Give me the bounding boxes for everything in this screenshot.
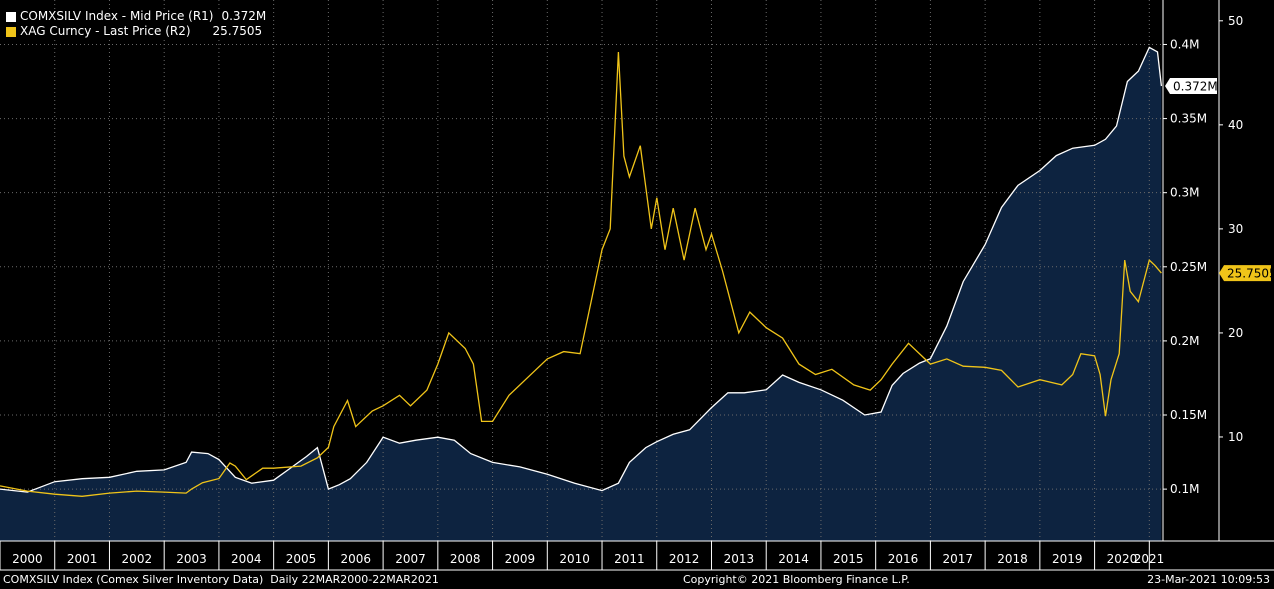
- silver-inventory-area: [0, 47, 1162, 542]
- silver-inventory-last-value-tag: [1165, 77, 1217, 94]
- r2-tick-label-2: 30: [1228, 222, 1243, 236]
- legend-item-silver-inventory: COMXSILV Index - Mid Price (R1) 0.372M: [6, 9, 266, 24]
- x-tick-label-13: 2013: [724, 552, 755, 566]
- x-tick-label-11: 2011: [614, 552, 645, 566]
- r1-tick-label-6: 0.4M: [1170, 37, 1199, 51]
- x-tick-label-15: 2015: [833, 552, 864, 566]
- x-tick-label-4: 2004: [231, 552, 262, 566]
- legend-label-silver-price: XAG Curncy - Last Price (R2): [20, 24, 191, 38]
- r1-tick-label-3: 0.25M: [1170, 260, 1207, 274]
- x-tick-label-0: 2000: [12, 552, 43, 566]
- r1-tick-label-0: 0.1M: [1170, 482, 1199, 496]
- r2-tick-label-1: 20: [1228, 326, 1243, 340]
- legend-swatch-silver-price: [6, 26, 16, 37]
- footer-timestamp: 23-Mar-2021 10:09:53: [1147, 573, 1270, 586]
- silver-inventory-line: [0, 46, 1163, 493]
- x-tick-label-18: 2018: [997, 552, 1028, 566]
- x-tick-label-9: 2009: [505, 552, 536, 566]
- x-tick-label-8: 2008: [450, 552, 481, 566]
- x-tick-label-7: 2007: [395, 552, 426, 566]
- x-tick-label-14: 2014: [778, 552, 809, 566]
- r1-tick-label-2: 0.2M: [1170, 334, 1199, 348]
- x-tick-label-2: 2002: [122, 552, 153, 566]
- x-tick-label-17: 2017: [942, 552, 973, 566]
- series-layer: [0, 46, 1163, 497]
- silver-price-line: [0, 51, 1162, 497]
- r2-tick-label-4: 50: [1228, 14, 1243, 28]
- x-tick-label-16: 2016: [888, 552, 919, 566]
- x-tick-label-21: 2021: [1134, 552, 1165, 566]
- r2-tick-label-0: 10: [1228, 430, 1243, 444]
- x-tick-label-3: 2003: [176, 552, 207, 566]
- silver-price-last-value-tag: [1219, 265, 1271, 282]
- legend-value-silver-inventory: 0.372M: [221, 9, 267, 23]
- x-tick-label-1: 2001: [67, 552, 98, 566]
- x-tick-label-6: 2006: [340, 552, 371, 566]
- x-tick-label-5: 2005: [286, 552, 317, 566]
- x-tick-label-20: 2020: [1107, 552, 1138, 566]
- r1-tick-label-5: 0.35M: [1170, 112, 1207, 126]
- silver-inventory-last-value-tag-label: 0.372M: [1173, 79, 1218, 93]
- legend-value-silver-price: 25.7505: [212, 24, 263, 38]
- legend-item-silver-price: XAG Curncy - Last Price (R2) 25.7505: [6, 24, 266, 39]
- plot-area: [0, 47, 1162, 542]
- r1-tick-label-4: 0.3M: [1170, 186, 1199, 200]
- legend-label-silver-inventory: COMXSILV Index - Mid Price (R1): [20, 9, 214, 23]
- r2-tick-label-3: 40: [1228, 118, 1243, 132]
- x-tick-label-12: 2012: [669, 552, 700, 566]
- footer-copyright: Copyright© 2021 Bloomberg Finance L.P.: [683, 573, 910, 586]
- r1-tick-label-1: 0.15M: [1170, 408, 1207, 422]
- x-tick-label-19: 2019: [1052, 552, 1083, 566]
- x-tick-label-10: 2010: [559, 552, 590, 566]
- footer-source: COMXSILV Index (Comex Silver Inventory D…: [3, 573, 439, 586]
- legend: COMXSILV Index - Mid Price (R1) 0.372M X…: [6, 9, 267, 39]
- silver-price-last-value-tag-label: 25.7505: [1227, 267, 1274, 281]
- axes: 0.1M 0.15M 0.2M 0.25M 0.3M 0.35M 0.4M 10 20 30 40 5…: [0, 0, 1274, 571]
- legend-swatch-silver-inventory: [6, 11, 16, 22]
- footer: COMXSILV Index (Comex Silver Inventory D…: [0, 570, 1274, 589]
